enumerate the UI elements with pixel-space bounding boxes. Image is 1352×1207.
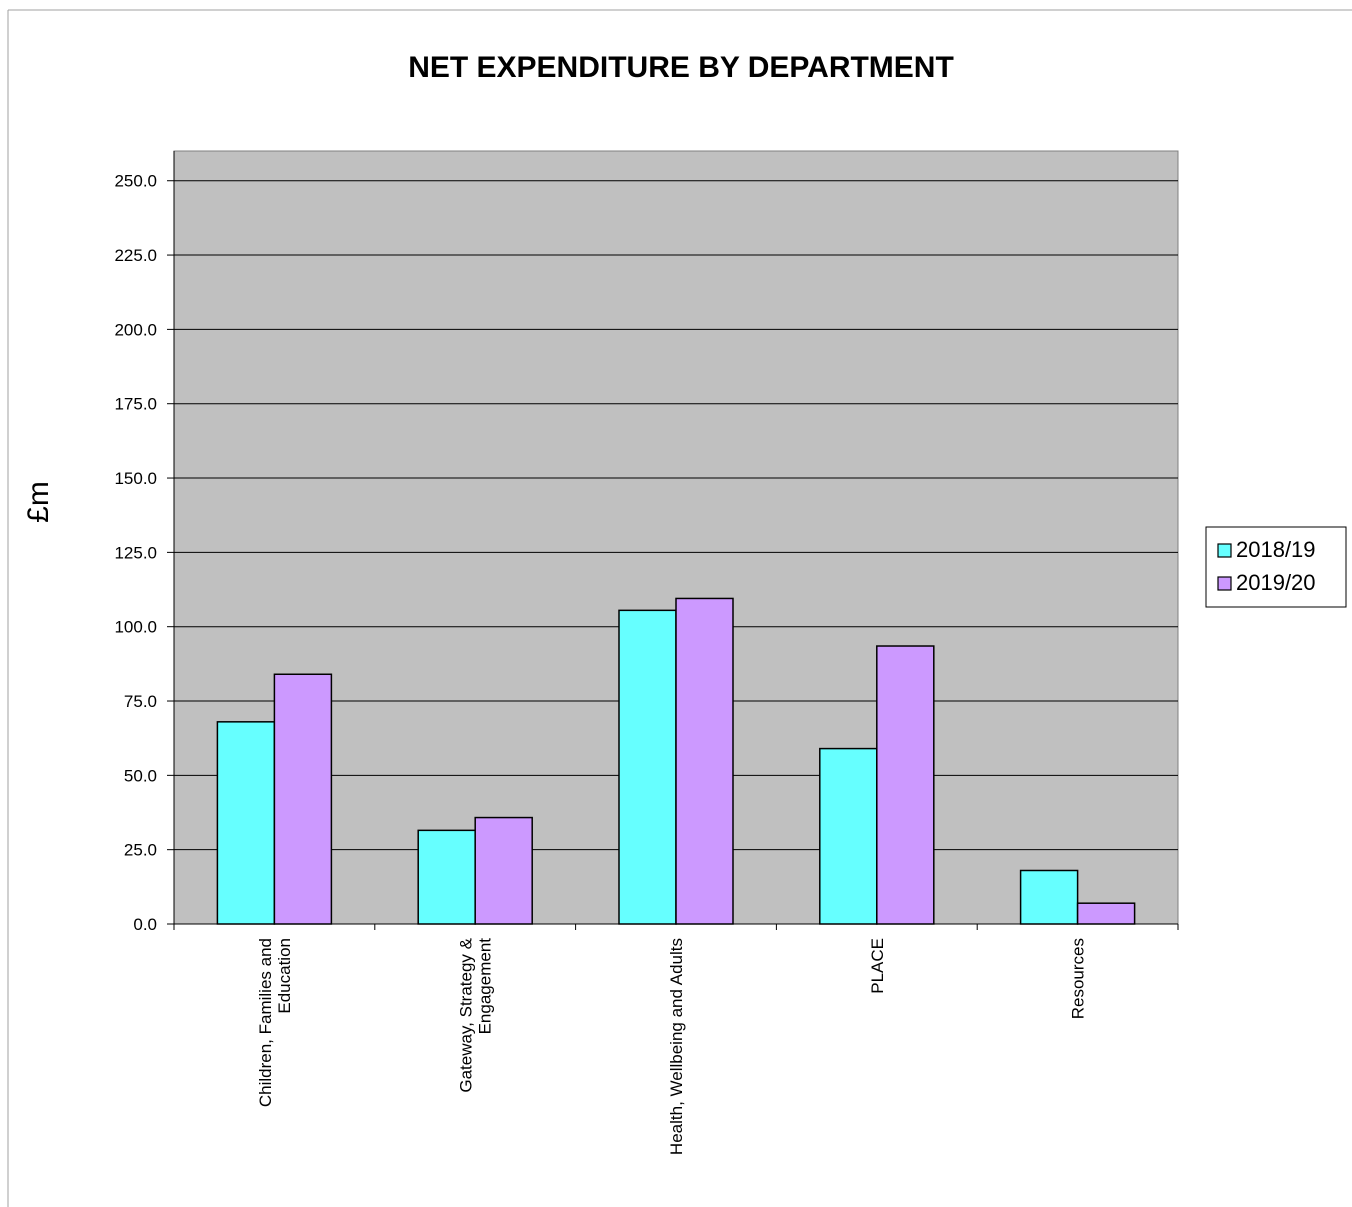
x-tick-label: Education (275, 938, 294, 1014)
x-tick-label: Resources (1069, 938, 1088, 1019)
x-tick-label: Health, Wellbeing and Adults (667, 938, 686, 1155)
x-tick-label: Children, Families and (256, 938, 275, 1107)
plot-area: 0.0 25.0 50.0 75.0 100.0 125.0 150.0 175.0 200.0… (114, 150, 1179, 1155)
y-tick-label: 175.0 (114, 395, 157, 414)
x-tick-label-group: Health, Wellbeing and Adults (667, 938, 686, 1155)
y-tick-label: 25.0 (124, 841, 157, 860)
legend-label-2019-20: 2019/20 (1236, 570, 1316, 595)
x-tick-label: PLACE (868, 938, 887, 994)
chart-title: NET EXPENDITURE BY DEPARTMENT (408, 51, 954, 84)
bar-2018-19-2 (618, 609, 677, 925)
bar-2018-19-3 (819, 747, 878, 925)
bar-2019-20-0 (273, 673, 333, 925)
legend-label-2018-19: 2018/19 (1236, 537, 1316, 562)
x-tick-label-group: PLACE (868, 938, 887, 994)
legend-swatch-2018-19 (1217, 543, 1232, 558)
y-tick-label: 225.0 (114, 246, 157, 265)
y-axis-label: £m (22, 481, 55, 523)
legend-swatch-2019-20 (1217, 576, 1232, 591)
y-tick-label: 125.0 (114, 543, 157, 562)
bar-2018-19-4 (1019, 869, 1079, 925)
x-tick-label: Gateway, Strategy & (457, 937, 476, 1092)
y-tick-label: 150.0 (114, 469, 157, 488)
legend: 2018/19 2019/20 (1205, 526, 1347, 608)
x-tick-label-group: Resources (1069, 938, 1088, 1019)
y-tick-label: 200.0 (114, 320, 157, 339)
y-tick-label: 0.0 (133, 915, 157, 934)
bar-2018-19-0 (216, 721, 276, 925)
bar-2019-20-1 (474, 816, 533, 925)
x-tick-label-group: Children, Families and Education (256, 938, 294, 1107)
bar-2019-20-4 (1076, 902, 1136, 925)
y-tick-label: 50.0 (124, 766, 157, 785)
y-tick-label: 75.0 (124, 692, 157, 711)
y-tick-label: 250.0 (114, 172, 157, 191)
bar-2019-20-2 (675, 597, 734, 925)
y-tick-label: 100.0 (114, 618, 157, 637)
bar-2019-20-3 (876, 645, 935, 925)
bar-2018-19-1 (417, 829, 476, 925)
x-tick-label-group: Gateway, Strategy & Engagement (457, 937, 495, 1092)
legend-box (1205, 526, 1347, 608)
x-tick-label: Engagement (476, 938, 495, 1035)
